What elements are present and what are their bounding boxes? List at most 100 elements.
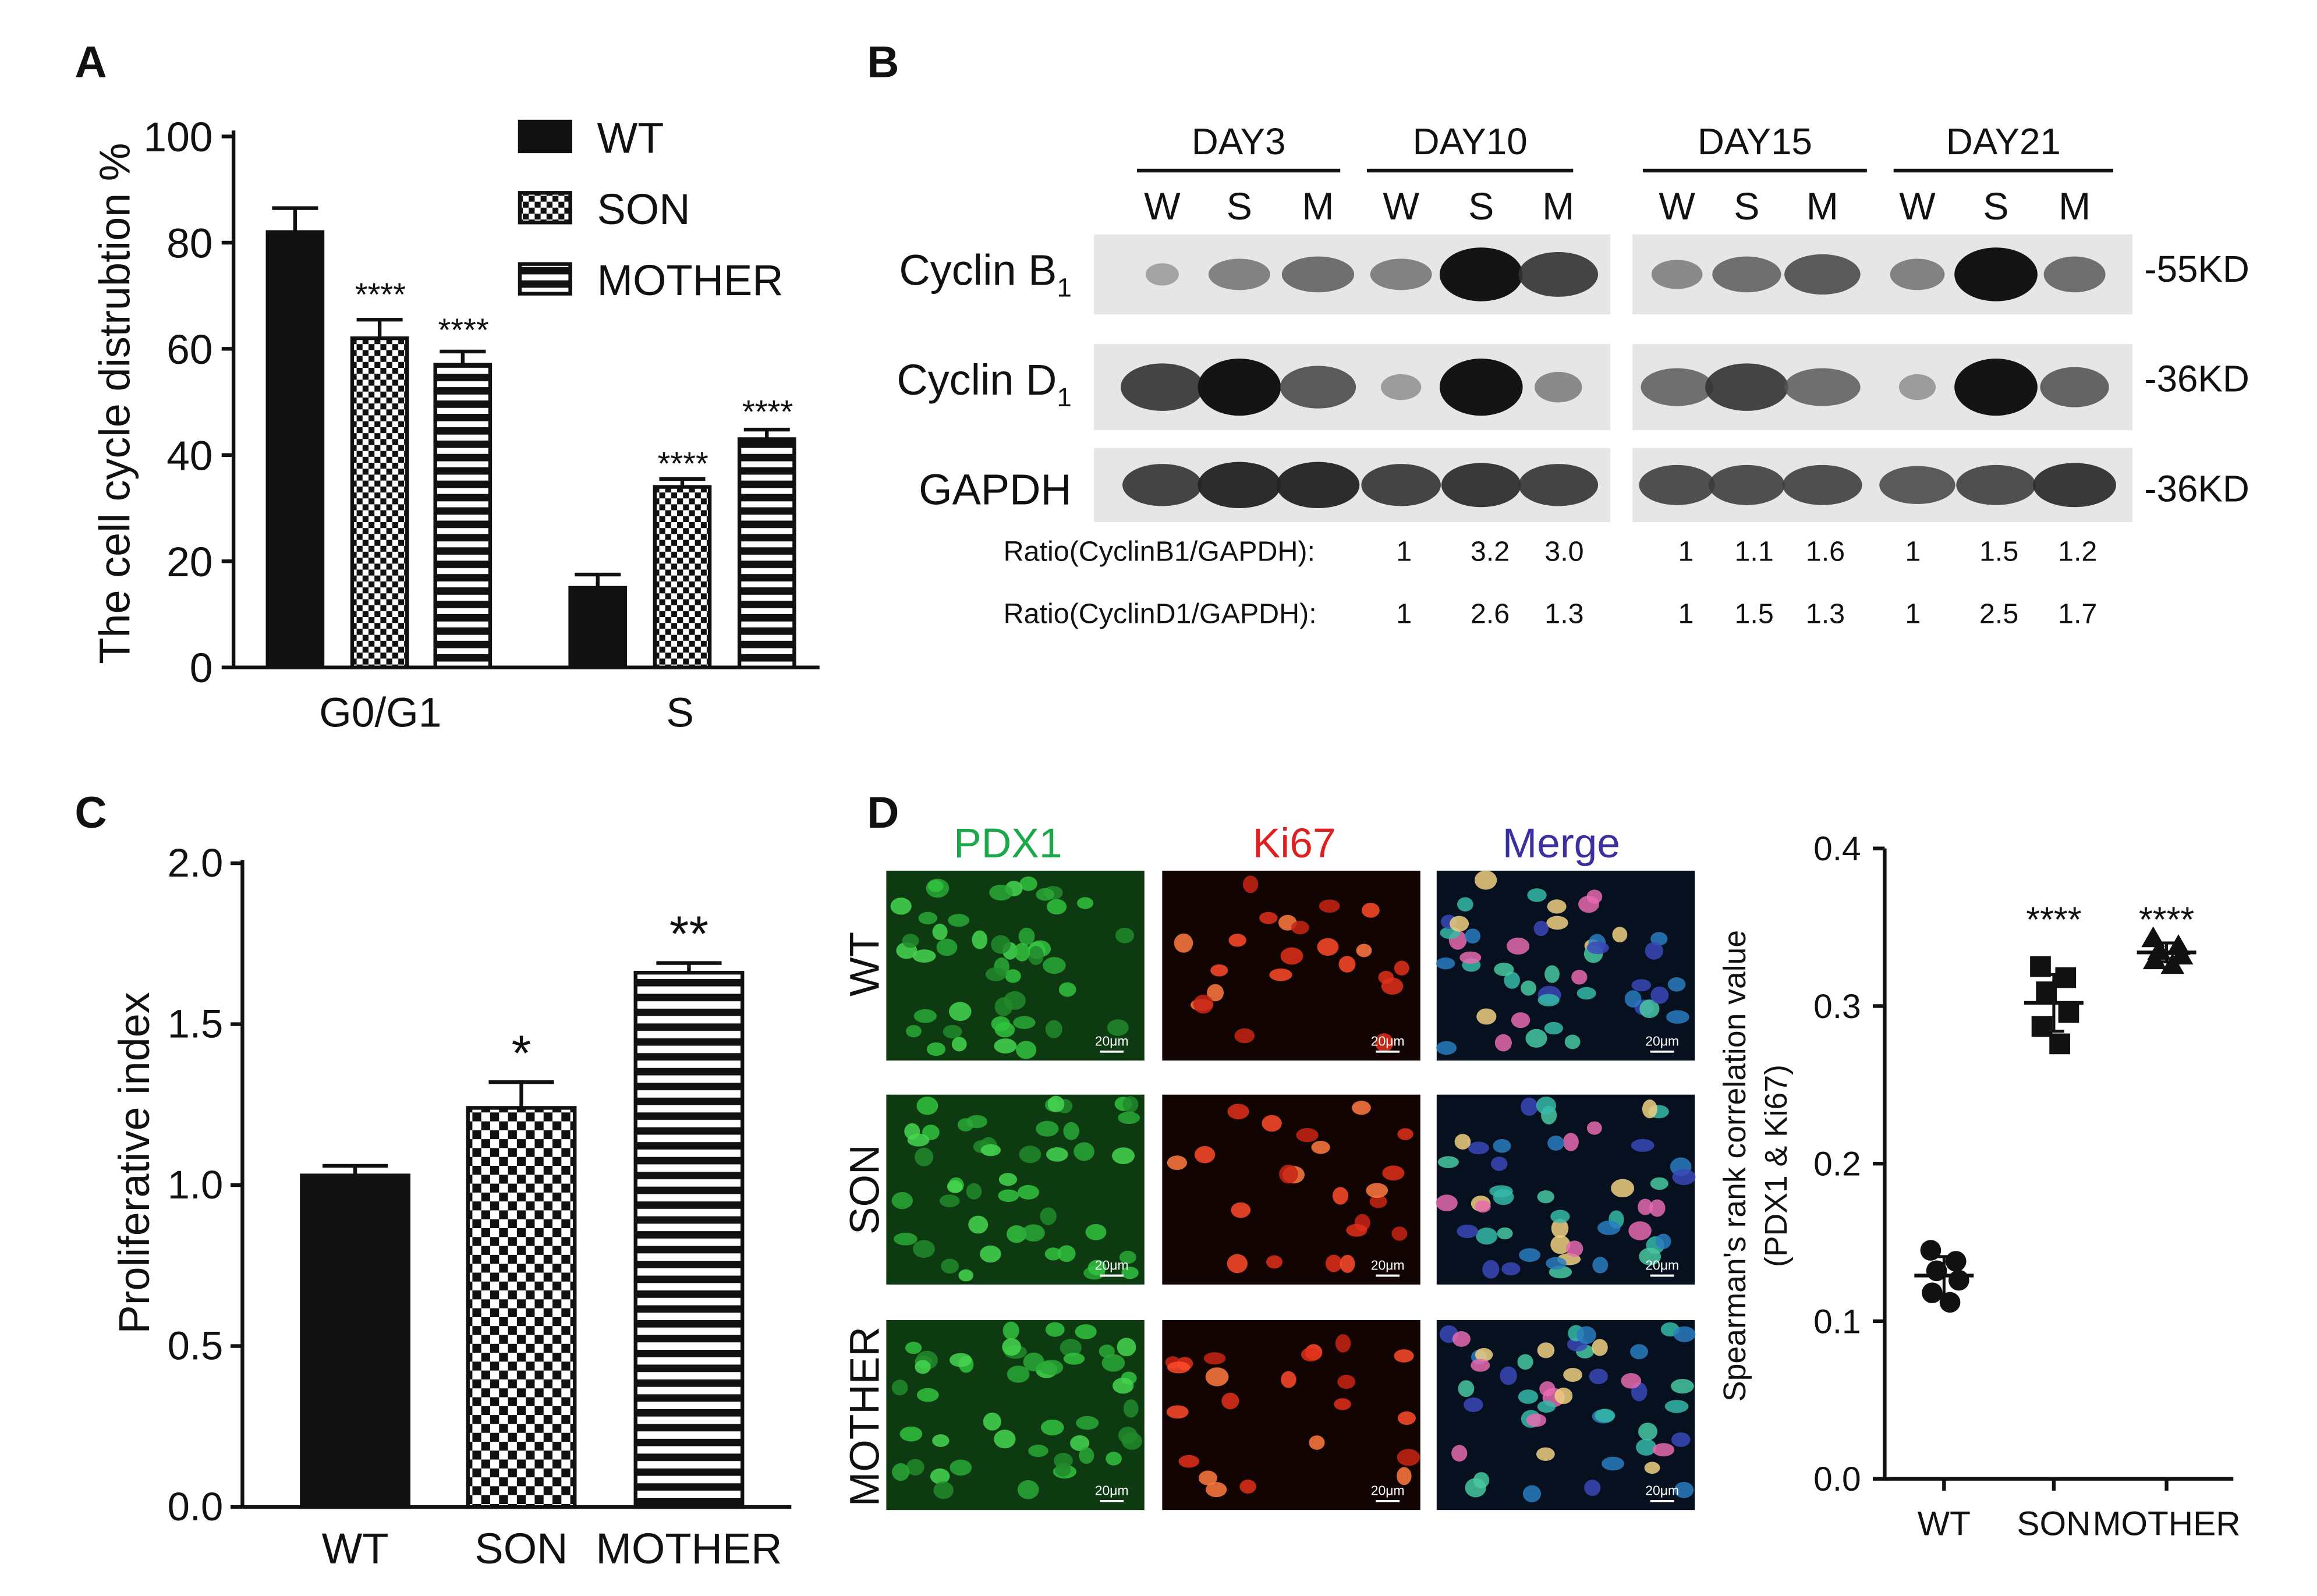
nucleus bbox=[1517, 1354, 1533, 1370]
blot-band bbox=[1518, 251, 1599, 297]
nucleus bbox=[1028, 1444, 1048, 1457]
nucleus bbox=[1166, 1405, 1189, 1419]
blot-band bbox=[1361, 464, 1441, 506]
nucleus bbox=[926, 1042, 946, 1056]
ratio-d1-value: 1 bbox=[1678, 598, 1694, 629]
nucleus bbox=[1465, 928, 1481, 944]
nucleus bbox=[951, 1037, 967, 1052]
nucleus bbox=[1002, 1321, 1019, 1340]
nucleus bbox=[1002, 1338, 1021, 1356]
nucleus bbox=[1309, 1435, 1325, 1450]
nucleus bbox=[1597, 1221, 1621, 1235]
western-blots bbox=[1094, 234, 2132, 523]
nucleus bbox=[1491, 1157, 1508, 1171]
lane-label: S bbox=[1468, 185, 1494, 228]
nucleus bbox=[1511, 1012, 1531, 1028]
nucleus bbox=[1666, 1010, 1689, 1024]
blot-band bbox=[1641, 368, 1713, 406]
nucleus bbox=[1595, 1409, 1615, 1423]
nucleus bbox=[1592, 1339, 1608, 1356]
significance-stars: **** bbox=[438, 311, 488, 348]
lane-label: W bbox=[1144, 185, 1181, 228]
day-header: DAY15 bbox=[1698, 121, 1812, 162]
nucleus bbox=[1047, 1095, 1065, 1112]
nucleus bbox=[1079, 1447, 1094, 1464]
y-tick-label: 20 bbox=[166, 539, 212, 586]
nucleus bbox=[994, 1038, 1017, 1054]
nucleus bbox=[1639, 999, 1660, 1019]
nucleus bbox=[1023, 1352, 1044, 1371]
nucleus bbox=[1667, 977, 1686, 992]
nucleus bbox=[968, 1215, 989, 1234]
nucleus bbox=[1334, 1398, 1351, 1410]
nucleus bbox=[1501, 1262, 1521, 1276]
nucleus bbox=[1019, 876, 1037, 891]
blot-band bbox=[1784, 254, 1861, 295]
nucleus bbox=[930, 1468, 950, 1484]
nucleus bbox=[980, 1245, 1001, 1263]
blot-band bbox=[2040, 367, 2109, 407]
row-label: WT bbox=[842, 932, 888, 996]
nucleus bbox=[1352, 1101, 1371, 1115]
nucleus bbox=[1381, 977, 1404, 995]
bar-son-g0g1 bbox=[350, 336, 409, 669]
nucleus bbox=[1650, 986, 1669, 1004]
nucleus bbox=[943, 1024, 962, 1039]
nucleus bbox=[1045, 1020, 1062, 1038]
lane-label: S bbox=[1983, 185, 2008, 228]
nucleus bbox=[1437, 1156, 1459, 1168]
nucleus bbox=[1554, 1387, 1573, 1405]
nucleus bbox=[1055, 1462, 1071, 1477]
y-tick-label: 0.3 bbox=[1813, 988, 1861, 1026]
lane-label: M bbox=[1542, 185, 1574, 228]
nucleus bbox=[1563, 1368, 1583, 1382]
blot-band bbox=[1783, 464, 1862, 505]
panel-c-ylabel: Proliferative index bbox=[110, 992, 158, 1333]
lane-label: S bbox=[1227, 185, 1252, 228]
nucleus bbox=[1571, 970, 1588, 985]
nucleus bbox=[1576, 987, 1596, 1000]
nucleus bbox=[949, 1353, 972, 1367]
legend-label-wt: WT bbox=[597, 114, 664, 162]
row-label-main: GAPDH bbox=[919, 465, 1072, 513]
nucleus bbox=[1589, 1368, 1608, 1385]
blot-band bbox=[1898, 374, 1936, 400]
nucleus bbox=[1231, 1202, 1251, 1218]
nucleus bbox=[1550, 1210, 1570, 1223]
panel-d-ylabel-line2: (PDX1 & Ki67) bbox=[1759, 1065, 1794, 1267]
ratio-b1-value: 1.1 bbox=[1735, 535, 1774, 567]
blot-band bbox=[1145, 263, 1179, 286]
row-label-main: Cyclin B bbox=[899, 246, 1057, 294]
y-tick-label: 0.0 bbox=[168, 1484, 224, 1529]
scale-bar-label: 20μm bbox=[1371, 1034, 1405, 1049]
nucleus bbox=[1546, 1257, 1567, 1270]
lane-label: S bbox=[1734, 185, 1759, 228]
nucleus bbox=[1536, 1447, 1555, 1461]
nucleus bbox=[1506, 937, 1530, 955]
x-tick-label: SON bbox=[2017, 1505, 2091, 1543]
blot-band bbox=[1439, 359, 1523, 416]
nucleus bbox=[1167, 1361, 1191, 1374]
nucleus bbox=[1639, 1247, 1661, 1265]
y-tick-label: 0.1 bbox=[1813, 1303, 1861, 1340]
nucleus bbox=[1281, 1371, 1296, 1388]
nucleus bbox=[1527, 888, 1547, 902]
nucleus bbox=[1346, 1223, 1367, 1237]
nucleus bbox=[899, 1426, 923, 1442]
ratio-b1-value: 1.6 bbox=[1806, 535, 1845, 567]
data-point bbox=[1922, 1282, 1943, 1304]
nucleus bbox=[1317, 938, 1339, 956]
blot-band bbox=[1709, 464, 1785, 505]
nucleus bbox=[1671, 1378, 1694, 1394]
nucleus bbox=[1337, 1374, 1356, 1389]
blot-band bbox=[1954, 359, 2038, 416]
panel-a-letter: A bbox=[75, 38, 107, 87]
nucleus bbox=[994, 1430, 1016, 1449]
nucleus bbox=[1045, 1322, 1065, 1337]
nucleus bbox=[1459, 951, 1482, 964]
scale-bar-label: 20μm bbox=[1095, 1257, 1129, 1272]
panel-a-legend: WT SON MOTHER bbox=[518, 114, 784, 304]
nucleus bbox=[939, 1194, 960, 1208]
